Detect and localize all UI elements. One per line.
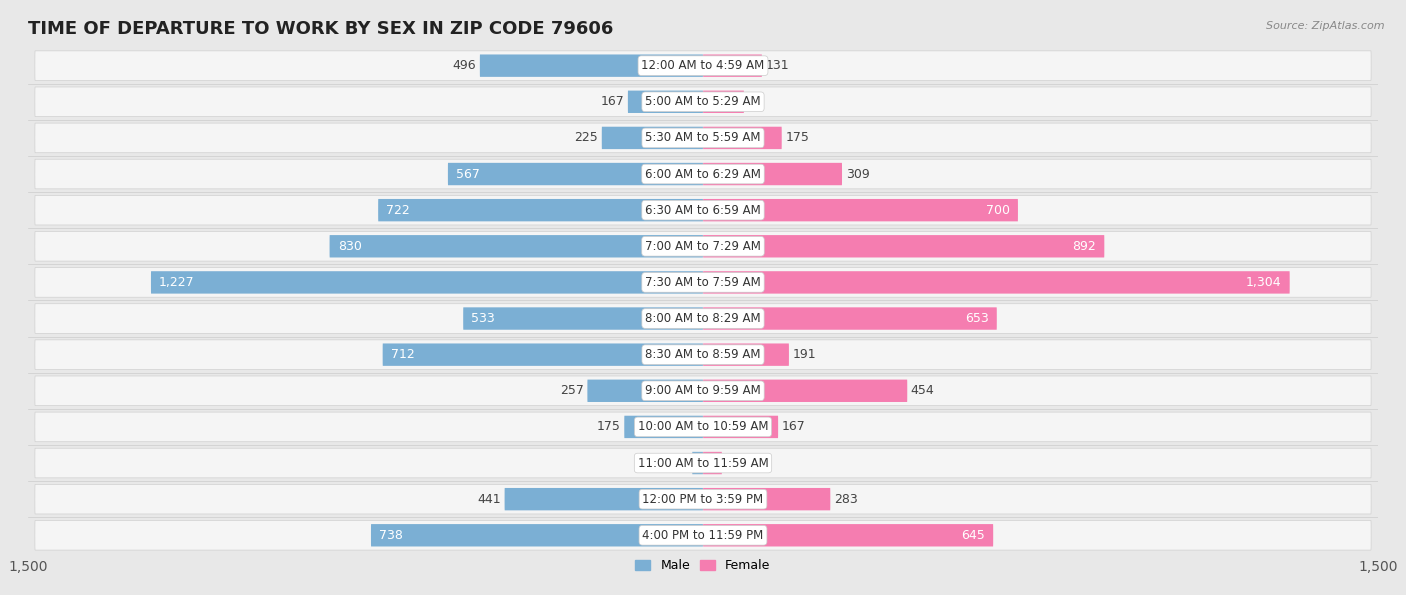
FancyBboxPatch shape [692, 452, 703, 474]
Text: 653: 653 [965, 312, 988, 325]
FancyBboxPatch shape [703, 416, 778, 438]
Text: 7:00 AM to 7:29 AM: 7:00 AM to 7:29 AM [645, 240, 761, 253]
Text: 175: 175 [786, 131, 810, 145]
Text: 42: 42 [725, 456, 741, 469]
Text: 1,304: 1,304 [1246, 276, 1282, 289]
Text: 6:30 AM to 6:59 AM: 6:30 AM to 6:59 AM [645, 203, 761, 217]
FancyBboxPatch shape [329, 235, 703, 258]
Text: 5:00 AM to 5:29 AM: 5:00 AM to 5:29 AM [645, 95, 761, 108]
FancyBboxPatch shape [35, 484, 1371, 514]
FancyBboxPatch shape [703, 199, 1018, 221]
Text: 9:00 AM to 9:59 AM: 9:00 AM to 9:59 AM [645, 384, 761, 397]
Text: 496: 496 [453, 59, 477, 72]
Text: 167: 167 [782, 421, 806, 433]
FancyBboxPatch shape [150, 271, 703, 293]
FancyBboxPatch shape [703, 235, 1104, 258]
Text: 645: 645 [962, 529, 986, 542]
FancyBboxPatch shape [35, 87, 1371, 117]
FancyBboxPatch shape [449, 163, 703, 185]
FancyBboxPatch shape [703, 55, 762, 77]
FancyBboxPatch shape [35, 231, 1371, 261]
Text: 533: 533 [471, 312, 495, 325]
FancyBboxPatch shape [35, 448, 1371, 478]
FancyBboxPatch shape [624, 416, 703, 438]
FancyBboxPatch shape [703, 90, 744, 113]
FancyBboxPatch shape [703, 343, 789, 366]
FancyBboxPatch shape [35, 340, 1371, 369]
Text: TIME OF DEPARTURE TO WORK BY SEX IN ZIP CODE 79606: TIME OF DEPARTURE TO WORK BY SEX IN ZIP … [28, 20, 613, 37]
FancyBboxPatch shape [602, 127, 703, 149]
FancyBboxPatch shape [35, 51, 1371, 80]
Text: 191: 191 [793, 348, 815, 361]
FancyBboxPatch shape [35, 412, 1371, 441]
FancyBboxPatch shape [703, 127, 782, 149]
FancyBboxPatch shape [35, 303, 1371, 333]
Text: 24: 24 [673, 456, 689, 469]
FancyBboxPatch shape [588, 380, 703, 402]
FancyBboxPatch shape [703, 271, 1289, 293]
Text: 567: 567 [456, 168, 479, 180]
FancyBboxPatch shape [35, 159, 1371, 189]
FancyBboxPatch shape [703, 308, 997, 330]
Text: 712: 712 [391, 348, 415, 361]
FancyBboxPatch shape [505, 488, 703, 511]
Text: 12:00 AM to 4:59 AM: 12:00 AM to 4:59 AM [641, 59, 765, 72]
Text: 722: 722 [387, 203, 411, 217]
FancyBboxPatch shape [382, 343, 703, 366]
FancyBboxPatch shape [35, 521, 1371, 550]
FancyBboxPatch shape [35, 268, 1371, 298]
Text: 441: 441 [478, 493, 501, 506]
Text: 738: 738 [380, 529, 404, 542]
Text: 892: 892 [1073, 240, 1097, 253]
Legend: Male, Female: Male, Female [630, 555, 776, 577]
Text: 6:00 AM to 6:29 AM: 6:00 AM to 6:29 AM [645, 168, 761, 180]
Text: 175: 175 [596, 421, 620, 433]
FancyBboxPatch shape [703, 524, 993, 546]
FancyBboxPatch shape [703, 452, 721, 474]
Text: 10:00 AM to 10:59 AM: 10:00 AM to 10:59 AM [638, 421, 768, 433]
FancyBboxPatch shape [35, 123, 1371, 153]
Text: 131: 131 [765, 59, 789, 72]
Text: 8:30 AM to 8:59 AM: 8:30 AM to 8:59 AM [645, 348, 761, 361]
Text: Source: ZipAtlas.com: Source: ZipAtlas.com [1267, 21, 1385, 31]
Text: 257: 257 [560, 384, 583, 397]
FancyBboxPatch shape [703, 163, 842, 185]
FancyBboxPatch shape [703, 488, 831, 511]
FancyBboxPatch shape [479, 55, 703, 77]
Text: 1,227: 1,227 [159, 276, 194, 289]
FancyBboxPatch shape [703, 380, 907, 402]
Text: 91: 91 [748, 95, 763, 108]
Text: 4:00 PM to 11:59 PM: 4:00 PM to 11:59 PM [643, 529, 763, 542]
FancyBboxPatch shape [378, 199, 703, 221]
Text: 225: 225 [575, 131, 598, 145]
Text: 5:30 AM to 5:59 AM: 5:30 AM to 5:59 AM [645, 131, 761, 145]
Text: 454: 454 [911, 384, 935, 397]
FancyBboxPatch shape [35, 376, 1371, 406]
FancyBboxPatch shape [628, 90, 703, 113]
Text: 167: 167 [600, 95, 624, 108]
Text: 283: 283 [834, 493, 858, 506]
Text: 11:00 AM to 11:59 AM: 11:00 AM to 11:59 AM [638, 456, 768, 469]
Text: 700: 700 [986, 203, 1010, 217]
Text: 830: 830 [337, 240, 361, 253]
FancyBboxPatch shape [35, 195, 1371, 225]
Text: 309: 309 [845, 168, 869, 180]
Text: 12:00 PM to 3:59 PM: 12:00 PM to 3:59 PM [643, 493, 763, 506]
Text: 8:00 AM to 8:29 AM: 8:00 AM to 8:29 AM [645, 312, 761, 325]
FancyBboxPatch shape [371, 524, 703, 546]
FancyBboxPatch shape [463, 308, 703, 330]
Text: 7:30 AM to 7:59 AM: 7:30 AM to 7:59 AM [645, 276, 761, 289]
